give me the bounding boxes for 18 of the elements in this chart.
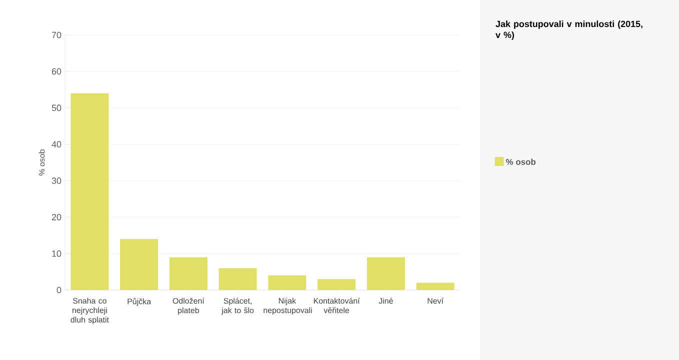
y-tick-label: 60: [52, 68, 62, 75]
y-tick-label: 40: [52, 141, 62, 148]
y-tick-label: 30: [52, 178, 62, 184]
y-tick-label: 10: [52, 250, 62, 257]
bar: [70, 93, 109, 290]
y-tick-label: 20: [52, 214, 62, 220]
y-tick-label: 50: [52, 104, 62, 112]
y-tick-label: 70: [52, 32, 62, 38]
bar: [366, 257, 405, 290]
y-tick-label: 0: [56, 286, 62, 294]
bar: [268, 275, 306, 290]
legend-label: % osob: [506, 158, 536, 165]
bar: [120, 239, 158, 290]
bar: [416, 282, 454, 290]
bar: [318, 279, 356, 290]
text: Jak postupovali v minulosti (2015, v %): [496, 20, 642, 40]
bar: [218, 268, 257, 290]
bar: [169, 257, 208, 290]
